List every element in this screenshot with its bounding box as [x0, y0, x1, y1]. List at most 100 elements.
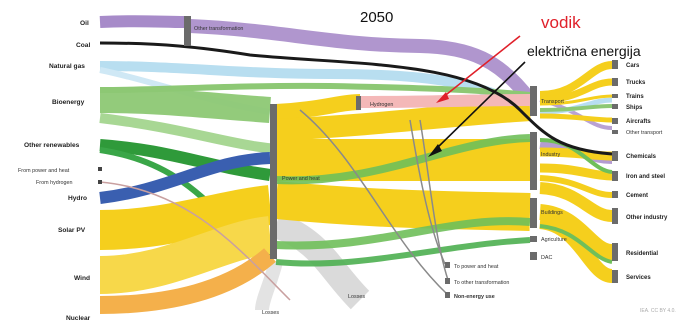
nodes	[98, 16, 618, 298]
year-title: 2050	[360, 9, 393, 26]
node-ships	[612, 104, 618, 109]
flow-end-ships	[539, 104, 613, 112]
source-label-gas: Natural gas	[49, 63, 85, 70]
node-cement	[612, 191, 618, 198]
flow-end-green2	[539, 138, 613, 174]
flows	[99, 15, 614, 314]
flow-end-otherind	[539, 182, 613, 222]
sector-labels: Transport Industry Buildings Agriculture…	[541, 99, 567, 261]
node-hydrogen	[356, 96, 361, 110]
flow-gas-1	[99, 61, 533, 113]
node-industry	[530, 132, 537, 190]
arrow-electricity-head	[428, 144, 442, 157]
flow-losses-right	[271, 212, 370, 310]
intermediate-labels: Other transformation Power and heat Hydr…	[194, 26, 509, 316]
node-cars	[612, 60, 618, 69]
flow-end-serv	[538, 215, 614, 283]
node-to-power	[445, 262, 450, 268]
label-trains: Trains	[626, 94, 644, 100]
label-cars: Cars	[626, 63, 640, 69]
label-aircrafts: Aircrafts	[626, 119, 651, 125]
flow-green-bld	[275, 217, 531, 250]
label-iron-steel: Iron and steel	[626, 174, 665, 180]
source-label-wind: Wind	[74, 275, 90, 282]
flow-from-h2	[99, 181, 291, 301]
label-to-other: To other transformation	[454, 280, 509, 286]
arrow-hydrogen-head	[436, 92, 449, 103]
flow-end-iron	[539, 163, 613, 181]
label-other-industry: Other industry	[626, 215, 668, 221]
end-use-labels: Cars Trucks Trains Ships Aircrafts Other…	[626, 63, 668, 281]
node-nonenergy	[445, 292, 450, 298]
source-label-nuclear: Nuclear	[66, 315, 91, 322]
annotation-hydrogen-label: vodik	[541, 13, 581, 32]
flow-bio-3	[99, 82, 531, 98]
node-aircrafts	[612, 118, 618, 124]
label-industry: Industry	[541, 152, 560, 158]
node-dac	[530, 252, 537, 260]
label-transport: Transport	[541, 99, 564, 105]
label-other-transform: Other transformation	[194, 26, 243, 32]
flow-power-to-buildings	[274, 181, 531, 231]
label-to-power: To power and heat	[454, 264, 499, 270]
node-power-heat	[270, 104, 277, 259]
flow-nonenergy	[299, 109, 449, 296]
flow-hydro	[99, 152, 271, 204]
label-losses-2: Losses	[262, 310, 279, 316]
node-iron-steel	[612, 171, 618, 181]
node-fph	[98, 167, 102, 171]
node-other-industry	[612, 208, 618, 224]
credit: IEA. CC BY 4.0.	[640, 308, 676, 314]
node-chemicals	[612, 151, 618, 161]
arrow-hydrogen	[441, 35, 521, 99]
flow-end-cement	[539, 175, 613, 198]
source-labels: Oil Coal Natural gas Bioenergy Other ren…	[18, 20, 91, 322]
flow-oil-1	[99, 15, 186, 28]
label-nonenergy: Non-energy use	[454, 294, 495, 300]
flow-green-ind	[275, 134, 531, 185]
annotation-electricity-label: električna energija	[527, 43, 641, 59]
node-trains	[612, 94, 618, 98]
source-label-hydro: Hydro	[68, 195, 87, 202]
node-trucks	[612, 78, 618, 86]
flow-end-aircraft	[539, 113, 613, 123]
source-label-coal: Coal	[76, 42, 90, 49]
flow-end-trains	[539, 94, 613, 106]
label-other-transport: Other transport	[626, 130, 663, 136]
label-dac: DAC	[541, 255, 552, 261]
flow-nuclear	[99, 248, 276, 314]
node-transport	[530, 86, 537, 116]
label-agriculture: Agriculture	[541, 237, 567, 243]
node-residential	[612, 243, 618, 261]
node-other-transport	[612, 130, 618, 134]
flow-wind	[99, 216, 273, 294]
flow-oil-2	[189, 19, 536, 105]
source-label-fph: From power and heat	[18, 168, 70, 174]
label-residential: Residential	[626, 251, 658, 257]
flow-renew-1	[99, 139, 271, 181]
flow-power-to-transport	[275, 99, 531, 141]
source-label-bio: Bioenergy	[52, 99, 85, 106]
node-buildings	[530, 198, 537, 228]
annotation-arrows	[428, 35, 526, 157]
flow-green-agri	[275, 237, 531, 267]
node-agriculture	[530, 236, 537, 242]
label-hydrogen: Hydrogen	[370, 102, 393, 108]
flow-bio-1	[99, 87, 271, 123]
node-to-other	[445, 278, 450, 284]
source-label-solar: Solar PV	[58, 227, 86, 234]
label-chemicals: Chemicals	[626, 154, 657, 160]
node-fh2	[98, 180, 102, 184]
source-label-fh2: From hydrogen	[36, 180, 73, 186]
arrow-electricity	[434, 61, 526, 151]
label-buildings: Buildings	[541, 210, 563, 216]
label-cement: Cement	[626, 193, 648, 199]
label-power-heat: Power and heat	[282, 176, 320, 182]
node-other-transform	[184, 16, 191, 46]
flow-to-other	[419, 119, 449, 281]
label-trucks: Trucks	[626, 80, 646, 86]
node-services	[612, 270, 618, 283]
label-ships: Ships	[626, 105, 643, 111]
